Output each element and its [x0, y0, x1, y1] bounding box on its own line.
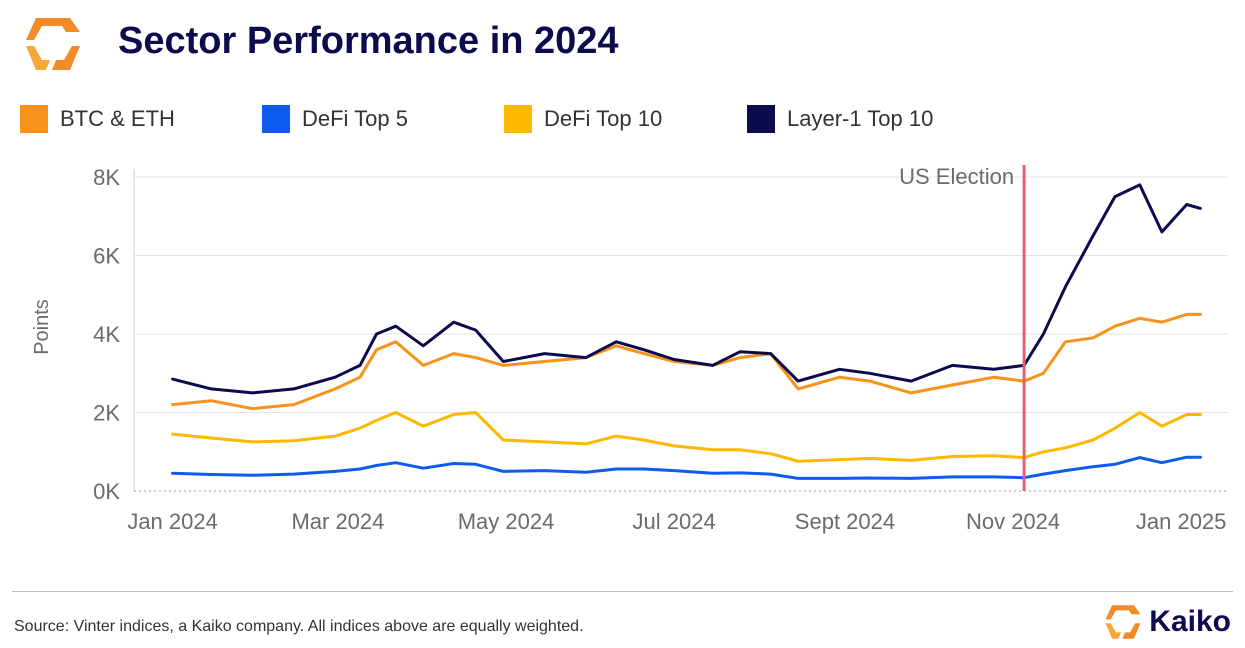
- y-tick-label: 0K: [93, 479, 120, 504]
- chart-legend: BTC & ETH DeFi Top 5 DeFi Top 10 Layer-1…: [20, 104, 1120, 134]
- x-tick-label: Sept 2024: [795, 509, 895, 534]
- legend-swatch-defi-top-10: [504, 105, 532, 133]
- x-tick-label: May 2024: [458, 509, 555, 534]
- source-note: Source: Vinter indices, a Kaiko company.…: [14, 618, 584, 635]
- legend-label: DeFi Top 10: [544, 106, 663, 131]
- series-line-defi-top-10: [171, 411, 1202, 463]
- line-chart: 0K 2K 4K 6K 8K Jan 2024 Mar 2024 May 2024 Jul 20…: [31, 164, 1228, 534]
- series-line-layer-1-top-10: [171, 183, 1202, 395]
- series-line-defi-top-5: [171, 455, 1202, 480]
- legend-item-layer-1-top-10: Layer-1 Top 10: [747, 104, 933, 134]
- x-tick-label: Nov 2024: [966, 509, 1060, 534]
- y-tick-label: 2K: [93, 401, 120, 426]
- legend-label: DeFi Top 5: [302, 106, 408, 131]
- kaiko-logo-icon: [26, 18, 80, 70]
- x-tick-label: Mar 2024: [291, 509, 384, 534]
- y-tick-label: 8K: [93, 165, 120, 190]
- y-tick-label: 6K: [93, 244, 120, 269]
- legend-swatch-btc-eth: [20, 105, 48, 133]
- x-tick-label: Jan 2024: [127, 509, 218, 534]
- footer-divider: [12, 591, 1233, 592]
- legend-item-defi-top-5: DeFi Top 5: [262, 104, 408, 134]
- legend-item-btc-eth: BTC & ETH: [20, 104, 175, 134]
- y-axis-label: Points: [31, 299, 53, 355]
- legend-swatch-defi-top-5: [262, 105, 290, 133]
- legend-item-defi-top-10: DeFi Top 10: [504, 104, 662, 134]
- brand-name: Kaiko: [1149, 605, 1231, 638]
- kaiko-brand-icon: [1105, 605, 1141, 639]
- y-tick-label: 4K: [93, 322, 120, 347]
- legend-swatch-layer-1-top-10: [747, 105, 775, 133]
- legend-label: BTC & ETH: [60, 106, 175, 131]
- x-tick-label: Jul 2024: [633, 509, 716, 534]
- legend-label: Layer-1 Top 10: [787, 106, 934, 131]
- brand-mark: Kaiko: [1103, 600, 1231, 644]
- page-title: Sector Performance in 2024: [118, 20, 619, 62]
- x-tick-label: Jan 2025: [1136, 509, 1227, 534]
- annotation-label: US Election: [899, 164, 1014, 189]
